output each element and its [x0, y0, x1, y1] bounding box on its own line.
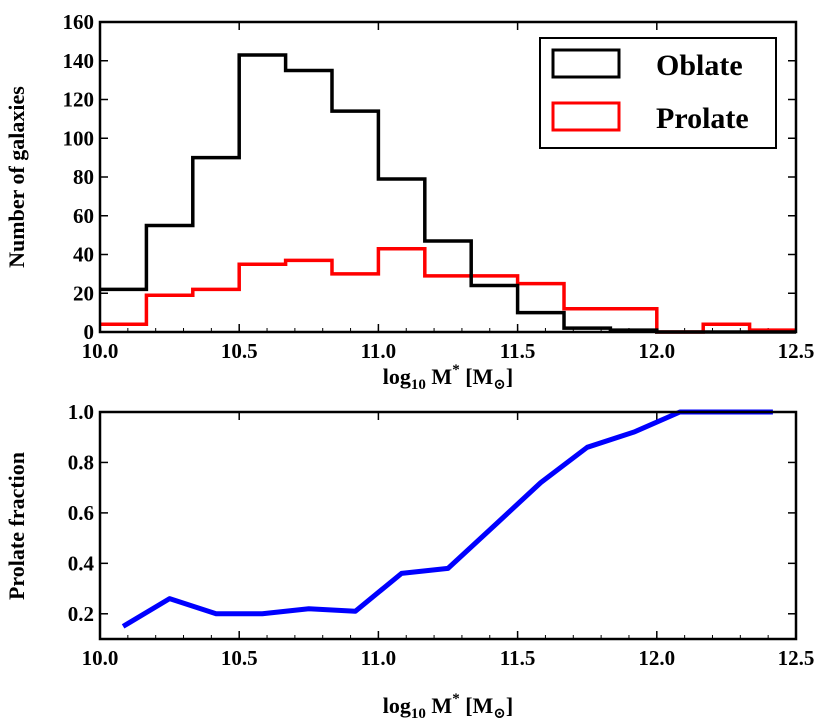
legend-frame — [539, 37, 777, 149]
bin-oblate — [471, 286, 517, 333]
bin-prolate — [286, 260, 332, 332]
bottom-x-axis-label-mid: M — [426, 693, 453, 718]
bottom-y-tick-label: 0.2 — [68, 602, 94, 626]
bin-prolate — [425, 276, 471, 332]
bottom-x-tick-label: 10.5 — [221, 646, 258, 670]
top-x-axis-label: log10 M* [M⊙] — [383, 362, 513, 393]
bottom-x-tick-label: 10.0 — [82, 646, 119, 670]
bottom-x-tick-label: 11.0 — [361, 646, 397, 670]
bin-oblate — [425, 241, 471, 332]
bottom-x-axis-label: log10 M* [M⊙] — [383, 691, 513, 722]
bottom-x-tick-label: 11.5 — [500, 646, 536, 670]
top-x-tick-label: 10.0 — [82, 339, 119, 363]
top-x-tick-label: 12.5 — [778, 339, 815, 363]
bin-oblate — [146, 225, 192, 332]
top-x-axis-label-sub: 10 — [411, 377, 426, 393]
top-x-axis-label-close: ] — [506, 364, 513, 389]
top-y-tick-label: 40 — [73, 243, 94, 267]
bottom-x-tick-label: 12.0 — [638, 646, 675, 670]
legend-label-oblate: Oblate — [656, 49, 743, 82]
bin-oblate — [378, 179, 424, 332]
histogram-series-oblate — [100, 53, 796, 334]
histogram-series-prolate — [100, 246, 796, 334]
top-axes-frame — [98, 20, 798, 334]
bottom-x-axis-label-main: log — [383, 693, 411, 718]
top-x-tick-label: 12.0 — [638, 339, 675, 363]
bottom-y-tick-label: 0.4 — [68, 551, 95, 575]
top-x-tick-label: 11.5 — [500, 339, 536, 363]
top-y-axis-label: Number of galaxies — [4, 86, 29, 268]
bottom-x-tick-label: 12.5 — [778, 646, 815, 670]
bottom-y-tick-label: 1.0 — [68, 400, 94, 424]
bin-prolate — [518, 284, 564, 332]
bottom-x-axis-label-unit-sub: ⊙ — [493, 706, 506, 722]
bin-oblate — [193, 158, 239, 332]
top-y-tick-label: 160 — [63, 10, 95, 34]
bottom-x-axis-label-sub: 10 — [411, 706, 426, 722]
bottom-x-axis-label-close: ] — [506, 693, 513, 718]
top-x-axis-label-mid: M — [426, 364, 453, 389]
top-y-tick-label: 120 — [63, 88, 95, 112]
top-y-tick-label: 140 — [63, 49, 95, 73]
top-x-tick-label: 11.0 — [361, 339, 397, 363]
fraction-panel: 10.0 10.5 11.0 11.5 12.0 12.5 0.2 0.4 0.6 0.8 1.0… — [4, 400, 814, 722]
top-x-axis-label-main: log — [383, 364, 411, 389]
bin-prolate — [146, 295, 192, 332]
histogram-panel: 10.0 10.5 11.0 11.5 12.0 12.5 0 20 40 60 80 100 120… — [4, 10, 814, 393]
legend-swatch-prolate — [551, 101, 621, 132]
bin-oblate — [286, 70, 332, 332]
bottom-y-axis-label: Prolate fraction — [4, 452, 29, 600]
bin-oblate — [239, 55, 285, 332]
prolate-fraction-line — [121, 409, 773, 629]
bottom-y-tick-label: 0.6 — [68, 501, 94, 525]
bottom-y-tick-label: 0.8 — [68, 450, 94, 474]
bin-oblate — [332, 111, 378, 332]
legend-swatch-oblate — [551, 48, 621, 79]
top-y-tick-label: 0 — [84, 320, 95, 344]
bottom-x-axis-label-sup: * — [452, 691, 460, 707]
bin-prolate — [193, 289, 239, 332]
bottom-x-axis-label-unit: [M — [460, 693, 494, 718]
top-y-tick-label: 60 — [73, 204, 94, 228]
top-y-tick-label: 100 — [63, 126, 95, 150]
legend-label-prolate: Prolate — [656, 102, 749, 135]
bin-oblate — [518, 313, 564, 332]
top-x-axis-label-unit: [M — [460, 364, 494, 389]
bin-prolate — [332, 274, 378, 332]
top-x-tick-label: 10.5 — [221, 339, 258, 363]
top-y-tick-label: 20 — [73, 281, 94, 305]
top-x-axis-label-unit-sub: ⊙ — [493, 377, 506, 393]
bottom-axes-frame — [98, 410, 798, 641]
top-y-tick-label: 80 — [73, 165, 94, 189]
bin-prolate — [239, 264, 285, 332]
legend: Oblate Prolate — [539, 37, 777, 149]
top-x-axis-label-sup: * — [452, 362, 460, 378]
bin-prolate — [378, 249, 424, 332]
